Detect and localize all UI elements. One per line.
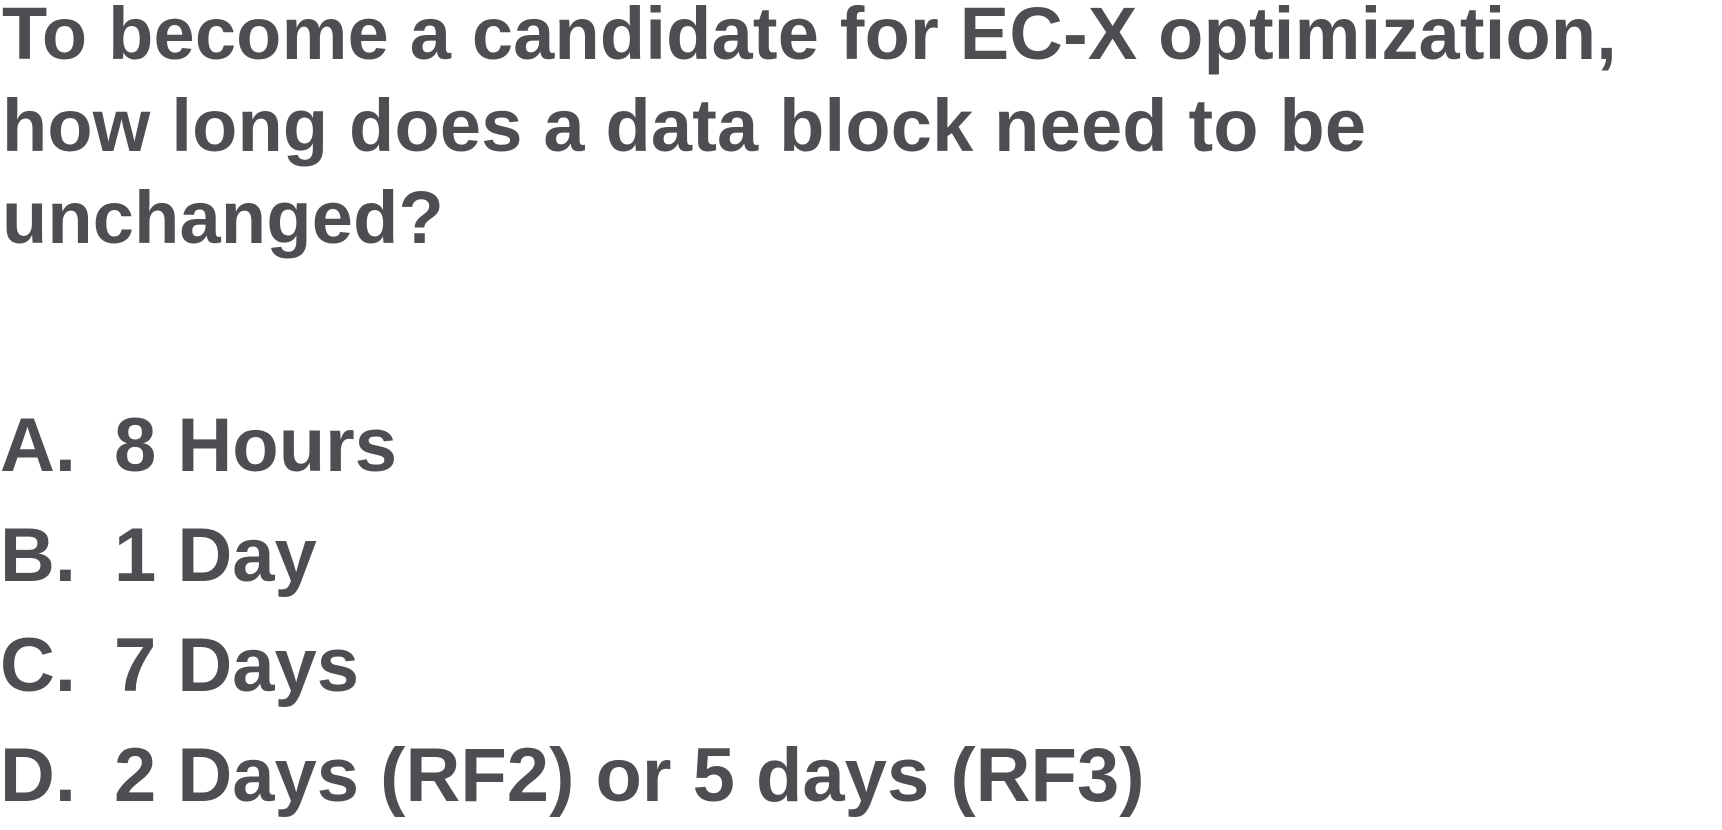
option-text: 1 Day	[114, 512, 317, 598]
option-letter: D.	[0, 732, 76, 818]
option-letter: A.	[0, 402, 76, 488]
option-d[interactable]: D. 2 Days (RF2) or 5 days (RF3)	[0, 720, 1145, 830]
option-letter: C.	[0, 622, 76, 708]
answer-options: A. 8 Hours B. 1 Day C. 7 Days D. 2 Days …	[0, 390, 1145, 830]
option-letter: B.	[0, 512, 76, 598]
question-text: To become a candidate for EC-X optimizat…	[2, 0, 1618, 259]
option-text: 2 Days (RF2) or 5 days (RF3)	[114, 732, 1145, 818]
option-c[interactable]: C. 7 Days	[0, 610, 1145, 720]
option-b[interactable]: B. 1 Day	[0, 500, 1145, 610]
option-text: 7 Days	[114, 622, 360, 708]
option-text: 8 Hours	[114, 402, 397, 488]
option-a[interactable]: A. 8 Hours	[0, 390, 1145, 500]
